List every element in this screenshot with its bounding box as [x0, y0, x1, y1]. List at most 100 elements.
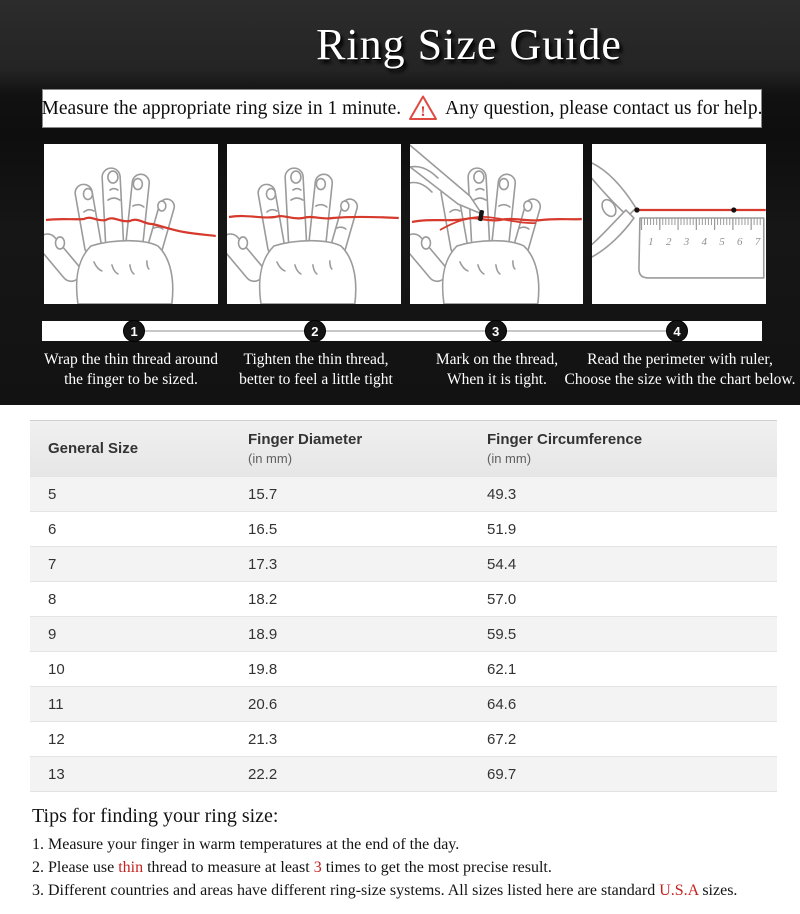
illustration-step-2-hand-tight-thread [226, 144, 401, 304]
ring-size-table: General Size Finger Diameter (in mm) Fin… [30, 420, 777, 792]
step-caption-4: Read the perimeter with ruler, Choose th… [564, 350, 795, 391]
table-header-row: General Size Finger Diameter (in mm) Fin… [30, 421, 777, 476]
caption-line: Read the perimeter with ruler, [587, 351, 773, 368]
thread-end-dot [731, 207, 737, 213]
table-cell: 11 [48, 695, 64, 713]
table-cell: 57.0 [487, 590, 517, 608]
red-thread [411, 217, 582, 224]
tip-highlight: U.S.A [659, 882, 699, 900]
page-title: Ring Size Guide [316, 20, 622, 69]
table-cell: 5 [48, 485, 57, 503]
caption-line: When it is tight. [447, 371, 547, 389]
table-row: 6 16.5 51.9 [30, 511, 777, 546]
warning-triangle-icon: ! [409, 95, 438, 120]
tip-text: 3. Different countries and areas have di… [32, 882, 660, 900]
step-caption-3: Mark on the thread, When it is tight. [436, 350, 558, 391]
tip-highlight: 3 [313, 859, 322, 877]
table-cell: 8 [48, 590, 57, 608]
caption-line: the finger to be sized. [64, 371, 198, 389]
svg-text:5: 5 [720, 236, 726, 248]
banner-text-right: Any question, please contact us for help… [445, 97, 763, 119]
tip-text: thread to measure at least [143, 859, 314, 877]
table-cell: 10 [48, 660, 65, 678]
svg-text:4: 4 [702, 236, 708, 248]
step-number-2: 2 [303, 320, 326, 342]
caption-line: Choose the size with the chart below. [564, 371, 796, 389]
pen [409, 144, 483, 215]
tips-section: Tips for finding your ring size: 1. Meas… [32, 805, 772, 903]
table-row: 8 18.2 57.0 [30, 581, 777, 616]
step-number-1: 1 [123, 320, 146, 342]
tips-title: Tips for finding your ring size: [32, 805, 279, 827]
table-cell: 13 [48, 765, 65, 783]
table-row: 13 22.2 69.7 [30, 756, 777, 791]
table-cell: 69.7 [487, 765, 517, 783]
tip-item: 3. Different countries and areas have di… [32, 879, 772, 902]
svg-text:2: 2 [666, 236, 672, 248]
column-header-general-size: General Size [30, 440, 230, 457]
column-header-finger-circumference: Finger Circumference (in mm) [469, 431, 777, 466]
column-unit: (in mm) [248, 451, 293, 466]
step-captions: Wrap the thin thread around the finger t… [0, 350, 800, 400]
table-cell: 17.3 [248, 555, 278, 573]
table-cell: 22.2 [248, 765, 278, 783]
instruction-banner: Measure the appropriate ring size in 1 m… [42, 89, 762, 128]
column-header-finger-diameter: Finger Diameter (in mm) [230, 431, 469, 466]
tip-item: 2. Please use thin thread to measure at … [32, 856, 772, 879]
svg-text:3: 3 [683, 236, 690, 248]
column-label: Finger Diameter [248, 431, 363, 448]
tip-item: 1. Measure your finger in warm temperatu… [32, 833, 772, 856]
step-indicator-bar: 1 2 3 4 [42, 320, 762, 342]
size-table-body: 5 15.7 49.3 6 16.5 51.9 7 17.3 54.4 8 18.2 57.0 9 18.… [30, 476, 777, 791]
table-cell: 20.6 [248, 695, 278, 713]
table-cell: 6 [48, 520, 57, 538]
table-cell: 7 [48, 555, 57, 573]
tip-text: 1. Measure your finger in warm temperatu… [32, 836, 460, 853]
svg-text:6: 6 [737, 236, 743, 248]
red-thread [228, 214, 399, 220]
red-thread [45, 216, 216, 238]
step-number-4: 4 [666, 320, 689, 342]
illustration-step-3-mark-thread-pen [409, 144, 584, 304]
tip-text: times to get the most precise result. [321, 859, 552, 877]
top-black-section: Ring Size Guide Measure the appropriate … [0, 0, 800, 405]
svg-text:7: 7 [755, 236, 761, 248]
tips-list: 1. Measure your finger in warm temperatu… [32, 833, 772, 903]
table-cell: 15.7 [248, 485, 278, 503]
table-cell: 51.9 [487, 520, 517, 538]
tip-text: 2. Please use [32, 859, 119, 877]
pinching-fingers [592, 162, 637, 258]
table-row: 9 18.9 59.5 [30, 616, 777, 651]
tip-highlight: thin [118, 859, 144, 877]
table-cell: 18.9 [248, 625, 278, 643]
table-cell: 16.5 [248, 520, 278, 538]
thread-mark [477, 209, 484, 222]
table-cell: 64.6 [487, 695, 517, 713]
svg-text:1: 1 [648, 236, 653, 248]
tip-text: sizes. [698, 882, 738, 900]
table-cell: 67.2 [487, 730, 517, 748]
table-cell: 59.5 [487, 625, 517, 643]
column-label: Finger Circumference [487, 431, 643, 448]
table-row: 10 19.8 62.1 [30, 651, 777, 686]
title-header: Ring Size Guide [0, 0, 800, 89]
table-cell: 9 [48, 625, 57, 643]
table-row: 12 21.3 67.2 [30, 721, 777, 756]
column-label: General Size [48, 440, 139, 457]
step-caption-1: Wrap the thin thread around the finger t… [44, 350, 218, 391]
table-row: 5 15.7 49.3 [30, 476, 777, 511]
banner-text-left: Measure the appropriate ring size in 1 m… [41, 97, 402, 119]
table-row: 11 20.6 64.6 [30, 686, 777, 721]
caption-line: Mark on the thread, [435, 351, 559, 368]
table-cell: 49.3 [487, 485, 517, 503]
step-number-3: 3 [484, 320, 507, 342]
table-cell: 12 [48, 730, 65, 748]
illustration-step-1-hand-loose-thread [44, 144, 218, 304]
red-thread-cross [439, 216, 536, 231]
table-row: 7 17.3 54.4 [30, 546, 777, 581]
column-unit: (in mm) [487, 451, 532, 466]
